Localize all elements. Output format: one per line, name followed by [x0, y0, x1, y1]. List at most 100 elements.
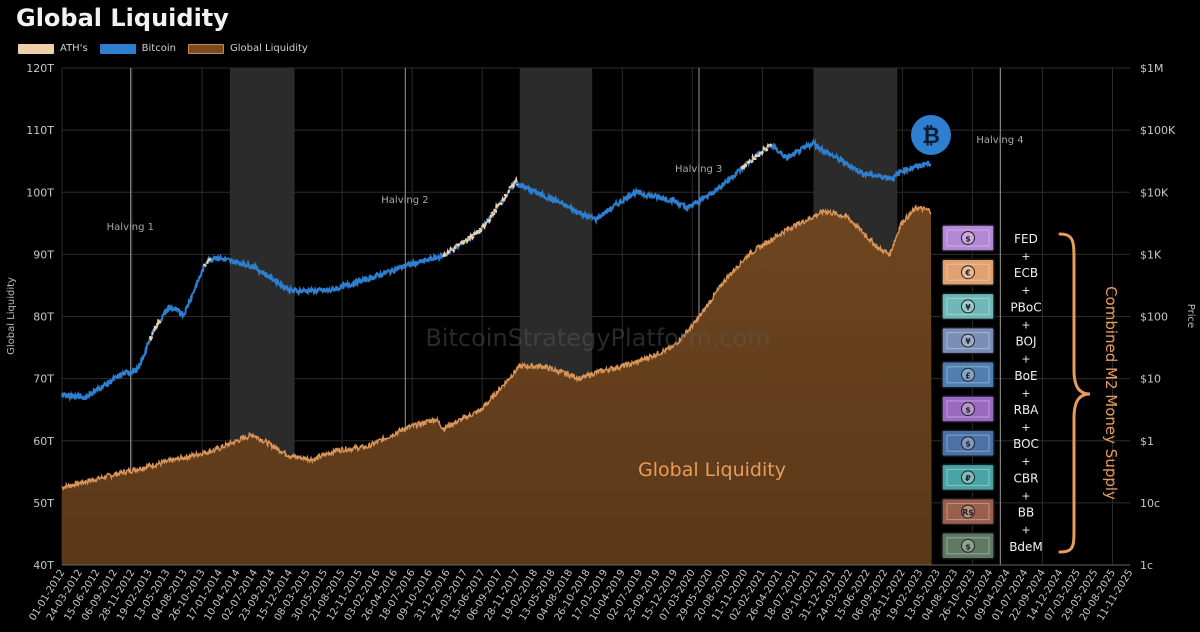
- legend-label-global-liquidity: Global Liquidity: [229, 43, 308, 54]
- plus-sign: +: [1021, 284, 1030, 297]
- halving-label: Halving 3: [675, 164, 722, 175]
- y-tick-label-right: $100: [1140, 311, 1168, 324]
- legend-item-bitcoin[interactable]: Bitcoin: [99, 43, 176, 54]
- bank-label: PBoC: [1010, 300, 1041, 314]
- banknote-seal: [961, 299, 975, 314]
- banknote-symbol: $: [965, 440, 971, 449]
- banknote-seal: [961, 538, 975, 553]
- bank-label: BB: [1018, 506, 1034, 520]
- banknote-symbol: £: [965, 371, 971, 380]
- banknote-pboc: ¥ PBoC +: [941, 292, 1042, 331]
- halving-label: Halving 4: [976, 135, 1023, 146]
- bitcoin-logo-icon: ₿: [911, 115, 951, 155]
- global-liquidity-area: [62, 205, 932, 566]
- ath-segment: [740, 142, 773, 174]
- bank-label: RBA: [1014, 403, 1040, 417]
- watermark: BitcoinStrategyPlatform.com: [425, 324, 770, 352]
- banknote-icon: [941, 429, 995, 457]
- legend-label-aths: ATH's: [60, 43, 88, 54]
- banknote-border: [946, 400, 990, 418]
- banknote-border: [946, 332, 990, 350]
- banknote-border: [946, 229, 990, 247]
- banknote-boe: £ BoE +: [941, 361, 1038, 400]
- bank-label: BOC: [1013, 437, 1039, 451]
- y-tick-label-left: 40T: [33, 559, 54, 572]
- bank-label: CBR: [1014, 471, 1039, 485]
- brace-icon: [1058, 232, 1091, 554]
- plus-sign: +: [1021, 455, 1030, 468]
- halving-label: Halving 2: [381, 195, 428, 206]
- y-tick-label-right: $1M: [1140, 62, 1164, 75]
- bank-label: FED: [1014, 232, 1038, 246]
- y-tick-label-left: 60T: [33, 435, 54, 448]
- chart-title: Global Liquidity: [16, 4, 229, 32]
- banknote-border: [946, 297, 990, 315]
- y-tick-label-right: $1: [1140, 435, 1154, 448]
- bank-label: BoE: [1014, 369, 1037, 383]
- banknote-border: [946, 366, 990, 384]
- plus-sign: +: [1021, 524, 1030, 537]
- banknote-symbol: $: [965, 542, 971, 551]
- y-axis-label-right: Price: [1185, 304, 1196, 328]
- banknote-icon: [941, 224, 995, 252]
- legend-swatch-aths: [18, 43, 54, 54]
- banknote-icon: [941, 361, 995, 389]
- ath-segment: [202, 255, 212, 268]
- legend-item-global-liquidity[interactable]: Global Liquidity: [187, 43, 308, 54]
- banknote-icon: [941, 326, 995, 355]
- y-tick-label-right: $10K: [1140, 186, 1169, 199]
- y-tick-label-right: $100K: [1140, 124, 1176, 137]
- banknote-boc: $ BOC +: [941, 429, 1039, 468]
- ath-segment: [148, 318, 162, 343]
- bank-label: BOJ: [1015, 335, 1036, 349]
- y-tick-label-left: 50T: [33, 497, 54, 510]
- banknote-icon: [941, 292, 995, 321]
- banknote-ecb: € ECB +: [941, 258, 1038, 297]
- y-tick-label-left: 80T: [33, 311, 54, 324]
- brace-label: Combined M2 Money Supply: [1102, 286, 1120, 500]
- svg-text:₿: ₿: [922, 124, 940, 149]
- global-liquidity-line: [61, 204, 932, 491]
- banknote-seal: [961, 402, 975, 416]
- legend-item-aths[interactable]: ATH's: [18, 43, 88, 54]
- banknote-symbol: ¥: [965, 303, 971, 312]
- y-tick-label-left: 110T: [26, 124, 54, 137]
- y-tick-label-right: $1K: [1140, 248, 1162, 261]
- legend-swatch-bitcoin: [99, 43, 136, 54]
- banknote-border: [946, 263, 990, 281]
- banknote-rba: $ RBA +: [941, 395, 1040, 434]
- banknote-fed: $ FED +: [941, 224, 1038, 263]
- plus-sign: +: [1021, 318, 1030, 331]
- banknote-icon: [941, 258, 995, 286]
- banknote-icon: [941, 463, 995, 492]
- banknote-symbol: ₽: [965, 474, 971, 483]
- banknote-bb: R$ BB +: [941, 497, 1034, 537]
- halving-label: Halving 1: [107, 222, 154, 233]
- banknote-boj: ¥ BOJ +: [941, 326, 1037, 366]
- banknote-seal: [961, 436, 975, 451]
- banknote-seal: [961, 367, 975, 382]
- y-tick-label-right: 10c: [1140, 497, 1160, 510]
- y-tick-label-left: 70T: [33, 373, 54, 386]
- banknote-bdem: $ BdeM: [941, 532, 1043, 560]
- y-axis-label-left: Global Liquidity: [6, 277, 17, 355]
- banknote-icon: [941, 497, 995, 526]
- plus-sign: +: [1021, 250, 1030, 263]
- banknote-seal: [961, 333, 975, 348]
- banknote-seal: [961, 265, 975, 280]
- banknote-icon: [941, 395, 995, 423]
- y-tick-label-left: 120T: [26, 62, 54, 75]
- banknote-border: [946, 503, 990, 521]
- banknote-symbol: $: [965, 406, 971, 415]
- bank-label: ECB: [1014, 266, 1038, 280]
- y-tick-label-right: $10: [1140, 373, 1161, 386]
- banknote-cbr: ₽ CBR +: [941, 463, 1039, 502]
- banknote-symbol: R$: [962, 508, 974, 517]
- banknote-seal: [961, 504, 975, 519]
- area-label: Global Liquidity: [638, 459, 786, 481]
- banknote-border: [946, 434, 990, 452]
- legend: ATH's Bitcoin Global Liquidity: [18, 43, 308, 54]
- ath-segment: [442, 175, 519, 257]
- banknote-border: [946, 468, 990, 486]
